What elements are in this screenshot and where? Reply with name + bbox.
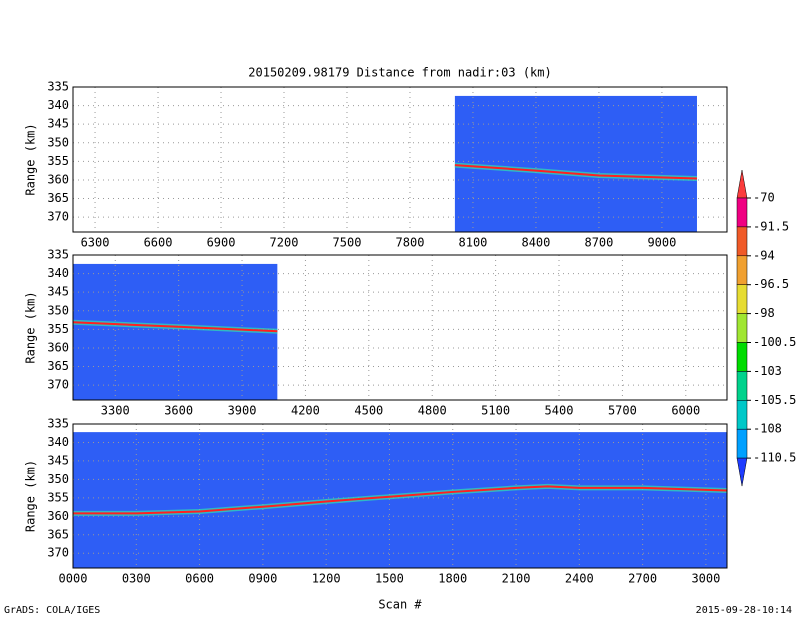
colorbar-label: -91.5: [753, 219, 789, 233]
plot-frame: [72, 254, 728, 401]
colorbar-cell: [736, 371, 748, 401]
y-tick-label: 335: [47, 80, 69, 94]
colorbar-cell: [736, 255, 748, 285]
y-tick-label: 365: [47, 359, 69, 373]
colorbar-label: -96.5: [753, 277, 789, 291]
x-axis-label: Scan #: [378, 598, 422, 612]
y-tick-label: 360: [47, 172, 69, 186]
colorbar-cell: [736, 226, 748, 257]
x-tick-label: 3300: [101, 404, 130, 418]
y-tick-label: 340: [47, 435, 69, 449]
colorbar-cell: [736, 342, 748, 372]
colorbar-cell: [736, 428, 748, 459]
chart-title: 20150209.98179 Distance from nadir:03 (k…: [248, 66, 551, 80]
y-axis-label: Range (km): [24, 460, 38, 532]
x-tick-label: 0600: [185, 572, 214, 586]
x-tick-label: 7500: [333, 236, 362, 250]
y-tick-label: 345: [47, 453, 69, 467]
x-tick-label: 4800: [418, 404, 447, 418]
y-tick-label: 350: [47, 135, 69, 149]
y-tick-label: 365: [47, 191, 69, 205]
colorbar-label: -103: [753, 364, 782, 378]
x-tick-label: 8700: [584, 236, 613, 250]
x-tick-label: 0300: [122, 572, 151, 586]
x-tick-label: 6300: [81, 236, 110, 250]
x-tick-label: 1800: [438, 572, 467, 586]
x-tick-label: 6000: [671, 404, 700, 418]
x-tick-label: 6900: [207, 236, 236, 250]
x-tick-label: 7200: [270, 236, 299, 250]
y-tick-label: 345: [47, 117, 69, 131]
x-tick-label: 3600: [164, 404, 193, 418]
colorbar-label: -98: [753, 306, 775, 320]
y-tick-label: 350: [47, 472, 69, 486]
y-tick-label: 345: [47, 285, 69, 299]
colorbar-cell: [736, 284, 748, 314]
y-tick-label: 340: [47, 98, 69, 112]
colorbar-cell: [736, 313, 748, 343]
y-tick-label: 365: [47, 527, 69, 541]
x-tick-label: 5700: [608, 404, 637, 418]
y-tick-label: 360: [47, 509, 69, 523]
colorbar-label: -108: [753, 422, 782, 436]
x-tick-label: 7800: [396, 236, 425, 250]
colorbar-label: -105.5: [753, 393, 796, 407]
y-tick-label: 370: [47, 210, 69, 224]
y-tick-label: 335: [47, 248, 69, 262]
x-tick-label: 2400: [565, 572, 594, 586]
x-tick-label: 5400: [545, 404, 574, 418]
plot-frame: [72, 86, 728, 233]
x-tick-label: 1500: [375, 572, 404, 586]
surface-line: [72, 321, 278, 333]
data-coverage: [73, 432, 727, 568]
surface-line: [73, 485, 728, 515]
footer-right: 2015-09-28-10:14: [696, 605, 792, 616]
x-tick-label: 1200: [312, 572, 341, 586]
x-tick-label: 2700: [628, 572, 657, 586]
y-tick-label: 355: [47, 154, 69, 168]
y-axis-label: Range (km): [24, 291, 38, 363]
x-tick-label: 0000: [59, 572, 88, 586]
y-tick-label: 355: [47, 490, 69, 504]
colorbar-cell: [736, 197, 748, 228]
x-tick-label: 3000: [691, 572, 720, 586]
colorbar-label: -100.5: [753, 335, 796, 349]
surface-line: [454, 164, 698, 180]
x-tick-label: 8400: [521, 236, 550, 250]
y-tick-label: 340: [47, 266, 69, 280]
colorbar-label: -70: [753, 191, 775, 205]
footer-left: GrADS: COLA/IGES: [4, 605, 100, 616]
y-tick-label: 370: [47, 546, 69, 560]
y-tick-label: 360: [47, 340, 69, 354]
data-coverage: [454, 95, 697, 232]
y-tick-label: 350: [47, 303, 69, 317]
x-tick-label: 5100: [481, 404, 510, 418]
colorbar-label: -110.5: [753, 451, 796, 465]
x-tick-label: 2100: [502, 572, 531, 586]
colorbar-label: -94: [753, 248, 775, 262]
plot-frame: [72, 423, 728, 569]
x-tick-label: 0900: [248, 572, 277, 586]
y-axis-label: Range (km): [24, 123, 38, 195]
x-tick-label: 9000: [647, 236, 676, 250]
x-tick-label: 3900: [228, 404, 257, 418]
colorbar-cap: [736, 169, 748, 199]
x-tick-label: 4500: [354, 404, 383, 418]
y-tick-label: 355: [47, 322, 69, 336]
x-tick-label: 4200: [291, 404, 320, 418]
y-tick-label: 370: [47, 378, 69, 392]
colorbar-cap: [736, 457, 748, 487]
x-tick-label: 8100: [459, 236, 488, 250]
x-tick-label: 6600: [144, 236, 173, 250]
y-tick-label: 335: [47, 417, 69, 431]
colorbar-cell: [736, 400, 748, 430]
